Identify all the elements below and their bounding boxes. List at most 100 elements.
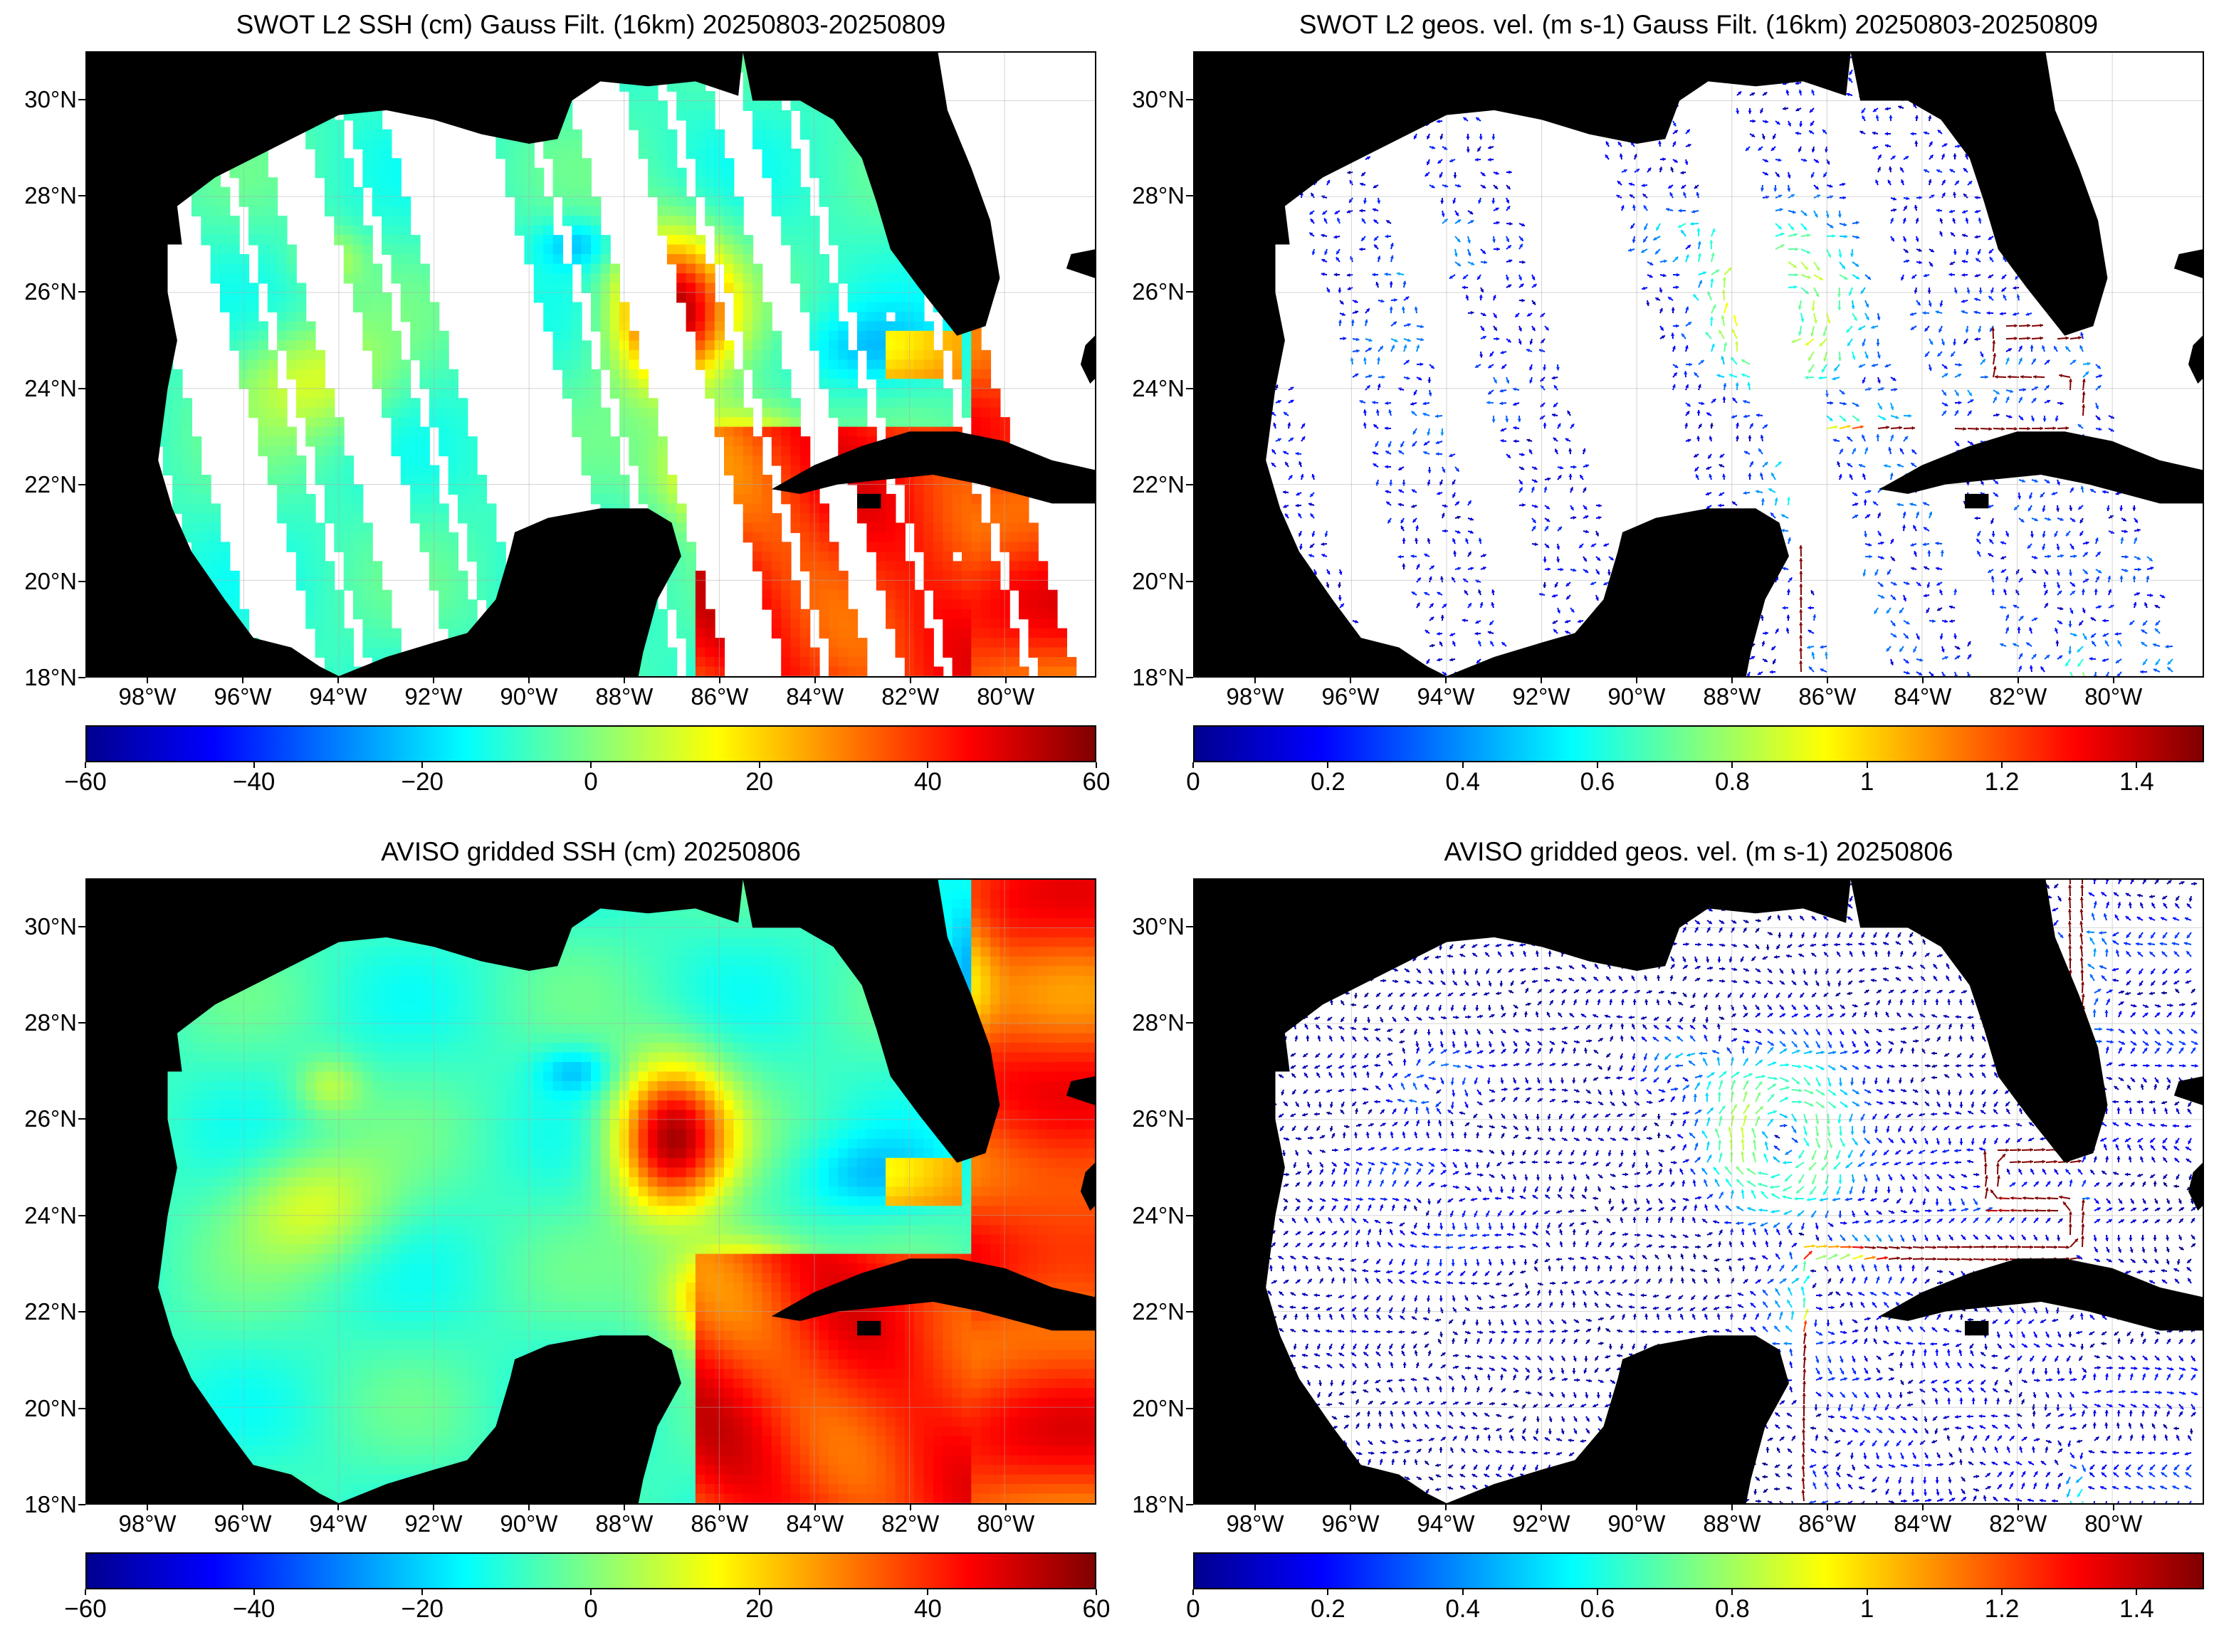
panel-aviso-vel-lon-tick	[1445, 1505, 1447, 1510]
panel-aviso-ssh-lat-label: 24°N	[6, 1202, 77, 1229]
panel-swot-ssh-colorbar-tick-label: −60	[64, 768, 106, 796]
panel-swot-vel-map[interactable]	[1193, 51, 2204, 678]
panel-aviso-ssh-land-3	[339, 1335, 681, 1503]
panel-aviso-ssh-lon-tick	[909, 1505, 911, 1510]
panel-swot-vel-land-1	[1850, 53, 2108, 336]
panel-swot-ssh-lat-tick	[78, 677, 85, 678]
panel-swot-ssh-lon-tick	[1004, 678, 1007, 683]
panel-swot-ssh-colorbar-tick	[253, 762, 255, 768]
panel-aviso-ssh-lon-tick	[242, 1505, 244, 1510]
panel-swot-vel-lon-tick	[1445, 678, 1447, 683]
panel-swot-ssh-lat-label: 22°N	[6, 471, 77, 498]
panel-swot-vel-lon-tick	[1731, 678, 1733, 683]
panel-swot-ssh-lat-label: 26°N	[6, 278, 77, 305]
panel-swot-ssh-land-1	[743, 53, 1000, 336]
panel-swot-vel-land-7	[1965, 493, 1989, 509]
panel-aviso-ssh-lon-tick	[337, 1505, 339, 1510]
panel-aviso-ssh-colorbar-tick-label: 40	[914, 1595, 942, 1624]
panel-swot-ssh-colorbar	[85, 725, 1096, 762]
panel-swot-ssh-lon-tick	[814, 678, 816, 683]
panel-aviso-ssh-colorbar-tick	[927, 1589, 929, 1595]
panel-aviso-vel-colorbar-tick	[2001, 1589, 2003, 1595]
panel-swot-ssh-lon-tick	[909, 678, 911, 683]
panel-aviso-vel-colorbar-tick-label: 0.2	[1311, 1595, 1345, 1624]
panel-swot-vel-colorbar-tick	[2136, 762, 2138, 768]
panel-swot-ssh-map[interactable]	[85, 51, 1096, 678]
panel-aviso-vel-land-1	[1850, 880, 2108, 1163]
panel-aviso-vel-lon-label: 98°W	[1227, 1510, 1284, 1537]
panel-aviso-ssh-colorbar-tick	[253, 1589, 255, 1595]
panel-swot-ssh-colorbar-tick	[85, 762, 86, 768]
panel-aviso-vel-colorbar-tick-label: 1.4	[2119, 1595, 2154, 1624]
panel-aviso-vel-colorbar-tick-label: 1.2	[1985, 1595, 2020, 1624]
panel-swot-vel-lon-tick	[1254, 678, 1256, 683]
panel-swot-vel-lon-label: 92°W	[1512, 683, 1570, 710]
panel-aviso-ssh-land-7	[857, 1320, 881, 1336]
panel-swot-ssh-lon-tick	[623, 678, 625, 683]
panel-aviso-vel-lon-tick	[1540, 1505, 1542, 1510]
panel-aviso-vel-land-2	[1195, 1071, 1447, 1503]
panel-aviso-ssh-lat-label: 20°N	[6, 1395, 77, 1422]
panel-swot-ssh-colorbar-tick-label: −40	[233, 768, 275, 796]
panel-aviso-vel-colorbar-tick-label: 0.4	[1445, 1595, 1480, 1624]
panel-aviso-ssh-colorbar	[85, 1552, 1096, 1589]
panel-swot-ssh-lat-tick	[78, 195, 85, 197]
panel-swot-vel-colorbar-tick-label: 1	[1860, 768, 1874, 796]
panel-aviso-vel-land-5	[2173, 1076, 2203, 1105]
panel-swot-vel-lon-tick	[1635, 678, 1637, 683]
panel-swot-vel-colorbar-tick-label: 1.4	[2119, 768, 2154, 796]
panel-aviso-vel-colorbar	[1193, 1552, 2204, 1589]
panel-aviso-ssh-lat-label: 22°N	[6, 1298, 77, 1325]
panel-aviso-vel-lat-label: 20°N	[1113, 1395, 1185, 1422]
panel-aviso-vel-lat-tick	[1186, 1118, 1193, 1120]
panel-swot-vel-lon-label: 96°W	[1322, 683, 1380, 710]
panel-aviso-ssh-map[interactable]	[85, 878, 1096, 1505]
panel-aviso-ssh-lon-label: 94°W	[309, 1510, 367, 1537]
panel-swot-vel-map-canvas	[1195, 53, 2203, 676]
panel-aviso-vel-lat-tick	[1186, 1022, 1193, 1024]
panel-aviso-ssh-lat-tick	[78, 1022, 85, 1024]
panel-aviso-vel-map[interactable]	[1193, 878, 2204, 1505]
panel-swot-ssh-lat-tick	[78, 580, 85, 582]
panel-swot-vel-lon-label: 86°W	[1798, 683, 1856, 710]
panel-swot-vel-colorbar-tick	[2001, 762, 2003, 768]
panel-aviso-ssh-colorbar-tick-label: 20	[745, 1595, 773, 1624]
panel-swot-vel-colorbar-tick	[1731, 762, 1733, 768]
panel-aviso-ssh-lon-label: 96°W	[214, 1510, 272, 1537]
panel-swot-vel-lon-label: 82°W	[1989, 683, 2047, 710]
panel-aviso-vel-lat-tick	[1186, 1407, 1193, 1409]
panel-aviso-vel-lat-tick	[1186, 1504, 1193, 1505]
panel-aviso-vel-map-canvas	[1195, 880, 2203, 1503]
panel-swot-ssh-title: SWOT L2 SSH (cm) Gauss Filt. (16km) 2025…	[236, 10, 946, 40]
panel-aviso-vel-lon-tick	[1350, 1505, 1352, 1510]
panel-swot-vel-lat-label: 26°N	[1113, 278, 1185, 305]
panel-swot-vel-lon-label: 98°W	[1227, 683, 1284, 710]
panel-aviso-ssh-lat-label: 18°N	[6, 1491, 77, 1518]
panel-aviso-vel-lon-label: 80°W	[2084, 1510, 2142, 1537]
panel-aviso-vel-colorbar-tick	[1327, 1589, 1329, 1595]
panel-aviso-ssh-colorbar-tick	[758, 1589, 760, 1595]
panel-swot-ssh-map-canvas	[87, 53, 1095, 676]
panel-swot-vel-colorbar-tick-label: 0.8	[1715, 768, 1750, 796]
panel-aviso-vel-land-7	[1965, 1320, 1989, 1336]
panel-aviso-vel-lon-label: 88°W	[1703, 1510, 1761, 1537]
panel-aviso-vel-lon-tick	[1826, 1505, 1828, 1510]
panel-aviso-vel-colorbar-tick-label: 0	[1186, 1595, 1200, 1624]
panel-aviso-ssh-lon-label: 84°W	[786, 1510, 844, 1537]
panel-aviso-vel-colorbar-tick	[1597, 1589, 1598, 1595]
panel-swot-vel-colorbar-tick	[1327, 762, 1329, 768]
panel-aviso-ssh-lat-label: 30°N	[6, 913, 77, 940]
panel-aviso-ssh-land-6	[1081, 1162, 1095, 1211]
panel-aviso-vel-lat-label: 26°N	[1113, 1105, 1185, 1132]
panel-aviso-vel-lat-label: 18°N	[1113, 1491, 1185, 1518]
panel-swot-vel-land-2	[1195, 244, 1447, 676]
panel-aviso-ssh-lat-tick	[78, 1214, 85, 1216]
panel-aviso-vel-colorbar-tick-label: 1	[1860, 1595, 1874, 1624]
panel-aviso-vel-colorbar-tick	[1462, 1589, 1464, 1595]
panel-swot-ssh-land-3	[339, 508, 681, 676]
panel-aviso-ssh-lat-tick	[78, 1118, 85, 1120]
panel-swot-vel-lon-tick	[1826, 678, 1828, 683]
panel-swot-ssh-lon-tick	[528, 678, 530, 683]
panel-swot-vel-lon-tick	[2112, 678, 2114, 683]
panel-swot-ssh-colorbar-tick	[758, 762, 760, 768]
